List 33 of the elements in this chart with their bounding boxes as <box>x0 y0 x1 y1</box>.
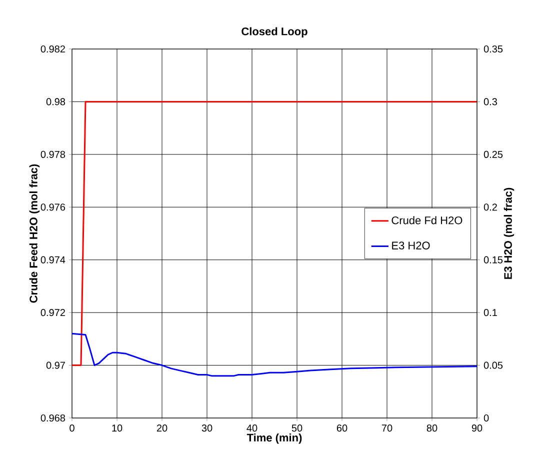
y2-tick-label: 0.05 <box>484 362 503 369</box>
x-tick-label: 60 <box>336 424 348 432</box>
x-tick-label: 0 <box>70 424 74 432</box>
x-tick-label: 50 <box>292 424 302 432</box>
x-tick-label: 70 <box>382 424 392 432</box>
x-tick-label: 90 <box>472 424 482 432</box>
x-tick-label: 10 <box>112 424 122 432</box>
y-tick-label: 0.976 <box>40 204 66 211</box>
y2-tick-label: 0.2 <box>484 204 497 211</box>
y2-tick-label: 0.35 <box>484 45 503 53</box>
y2-tick-label: 0.3 <box>484 98 497 106</box>
line-series <box>72 332 477 377</box>
legend-label: Crude Fd H2O <box>392 216 462 224</box>
y-tick-label: 0.974 <box>40 256 66 264</box>
y-tick-label: 0.968 <box>40 414 66 422</box>
y2-tick-label: 0.15 <box>484 256 503 264</box>
chart-title: Closed Loop <box>242 27 308 38</box>
y-tick-label: 0.972 <box>40 309 65 316</box>
x-tick-label: 80 <box>426 424 438 432</box>
y-tick-label: 0.98 <box>46 98 66 106</box>
y2-tick-label: 0.25 <box>484 150 503 158</box>
y2-tick-label: 0 <box>484 414 489 422</box>
y-tick-label: 0.97 <box>46 362 65 369</box>
x-tick-label: 20 <box>156 424 168 432</box>
y-tick-label: 0.978 <box>40 150 66 158</box>
x-tick-label: 30 <box>202 424 212 432</box>
y2-tick-label: 0.1 <box>484 309 497 316</box>
x-tick-label: 40 <box>246 424 258 432</box>
y-tick-label: 0.982 <box>40 45 65 53</box>
x-axis-title: Time (min) <box>246 433 302 444</box>
legend-label: E3 H2O <box>392 242 430 250</box>
y-axis-title: Crude Feed H2O (mol frac) <box>29 164 40 303</box>
y2-axis-title: E3 H2O (mol frac) <box>504 188 514 279</box>
